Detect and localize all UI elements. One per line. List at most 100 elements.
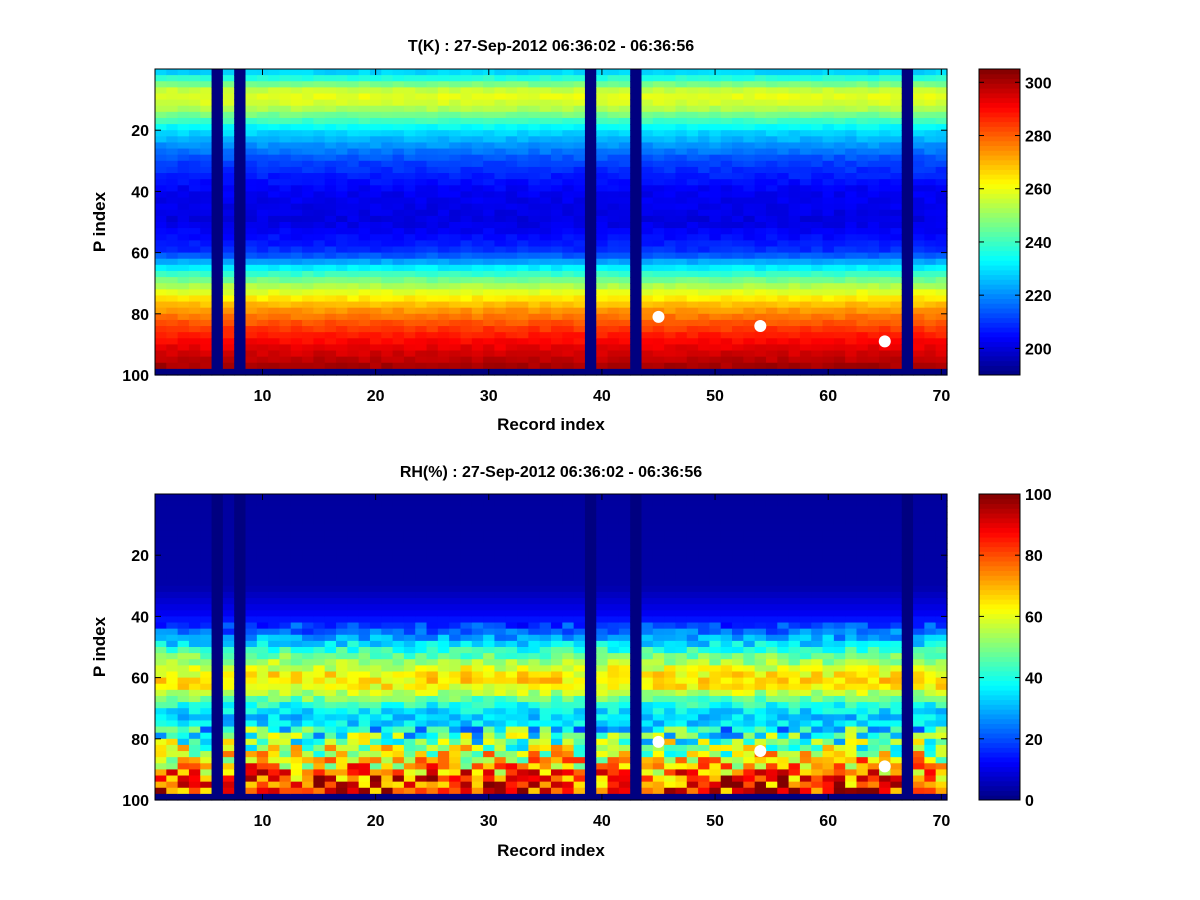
heatmap-cell [924,191,937,199]
heatmap-cell [358,561,371,569]
heatmap-cell [222,362,235,370]
heatmap-cell [358,591,371,599]
heatmap-cell [336,689,348,697]
heatmap-cell [845,240,858,248]
heatmap-cell [867,252,880,260]
heatmap-cell [381,105,394,113]
heatmap-cell [369,695,382,703]
heatmap-cell [618,136,631,144]
heatmap-cell [279,246,292,254]
heatmap-cell [392,604,405,611]
heatmap-cell [856,160,869,168]
heatmap-cell [426,185,439,192]
heatmap-cell [686,203,699,211]
heatmap-cell [426,142,439,150]
heatmap-cell [720,215,733,223]
heatmap-cell [641,289,654,297]
heatmap-cell [211,591,224,599]
heatmap-cell [155,136,167,144]
heatmap-cell [890,313,903,321]
heatmap-cell [177,326,190,333]
heatmap-cell [551,350,563,358]
heatmap-cell [279,142,292,150]
heatmap-cell [426,567,439,575]
heatmap-cell [290,368,303,376]
heatmap-cell [675,277,688,284]
heatmap-cell [449,634,462,642]
heatmap-cell [562,203,575,211]
heatmap-cell [403,665,416,673]
heatmap-cell [449,234,462,241]
heatmap-cell [166,173,179,180]
heatmap-cell [358,179,371,186]
heatmap-cell [313,319,326,327]
heatmap-cell [166,270,179,278]
heatmap-cell [630,289,643,297]
heatmap-cell [347,732,360,740]
heatmap-cell [517,234,529,241]
heatmap-cell [302,494,314,501]
heatmap-cell [788,252,801,260]
heatmap-cell [234,136,247,144]
heatmap-cell [765,75,778,82]
heatmap-cell [336,555,348,562]
heatmap-cell [437,775,450,783]
heatmap-cell [494,277,507,284]
heatmap-cell [347,215,360,223]
heatmap-cell [437,209,450,217]
heatmap-cell [777,154,790,162]
heatmap-cell [211,117,224,125]
heatmap-cell [347,154,360,162]
heatmap-cell [188,191,201,199]
heatmap-cell [471,277,484,284]
heatmap-cell [641,136,654,144]
heatmap-cell [471,258,484,266]
heatmap-cell [155,301,167,309]
heatmap-cell [188,154,201,162]
heatmap-cell [641,319,654,327]
heatmap-cell [155,252,167,260]
heatmap-cell [302,640,314,648]
heatmap-cell [347,647,360,654]
heatmap-cell [652,111,665,119]
heatmap-cell [369,542,382,550]
heatmap-cell [913,191,925,199]
heatmap-cell [709,99,722,107]
heatmap-cell [698,295,710,303]
heatmap-cell [935,234,948,241]
heatmap-cell [188,573,201,581]
heatmap-cell [652,173,665,180]
heatmap-cell [369,362,382,370]
heatmap-cell [709,344,722,352]
heatmap-cell [551,185,563,192]
heatmap-cell [166,757,179,764]
heatmap-cell [369,732,382,740]
heatmap-cell [799,283,812,290]
heatmap-cell [155,117,167,125]
heatmap-cell [211,769,224,777]
heatmap-cell [290,142,303,150]
heatmap-cell [483,264,496,272]
heatmap-cell [369,270,382,278]
heatmap-cell [177,518,190,526]
heatmap-cell [437,142,450,150]
heatmap-cell [573,130,586,137]
heatmap-cell [211,579,224,587]
heatmap-cell [460,240,473,248]
heatmap-cell [155,653,167,660]
heatmap-cell [449,326,462,333]
heatmap-cell [539,234,552,241]
heatmap-cell [664,264,677,272]
heatmap-cell [188,160,201,168]
heatmap-cell [517,301,529,309]
heatmap-cell [234,270,247,278]
heatmap-cell [392,647,405,654]
heatmap-cell [245,702,258,709]
heatmap-cell [562,130,575,137]
heatmap-cell [222,720,235,728]
heatmap-cell [584,99,597,107]
heatmap-cell [935,264,948,272]
heatmap-cell [845,283,858,290]
heatmap-cell [754,307,767,315]
heatmap-cell [268,732,281,740]
